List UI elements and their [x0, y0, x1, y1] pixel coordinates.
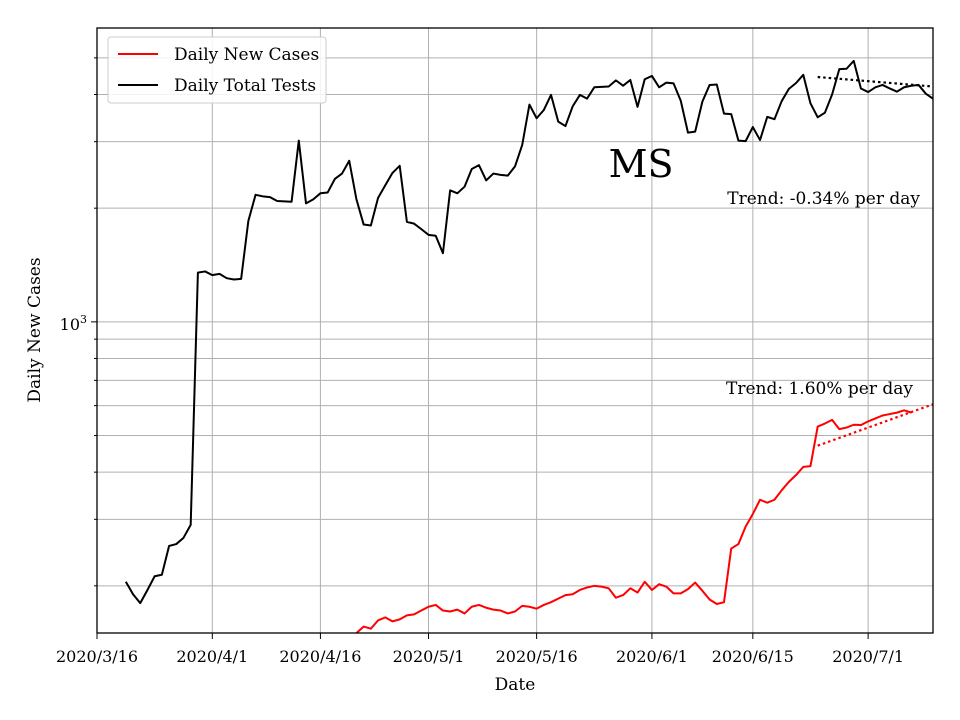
legend-box: [107, 36, 327, 104]
trend-line-cases: [817, 403, 934, 447]
trend-layer: [817, 75, 934, 447]
x-axis-label: Date: [495, 675, 536, 695]
trend-label-cases: Trend: 1.60% per day: [726, 379, 913, 399]
legend-label-cases: Daily New Cases: [174, 45, 319, 65]
x-tick-label: 2020/4/1: [176, 647, 248, 666]
y-tick-base: 10: [60, 315, 80, 334]
y-axis-label: Daily New Cases: [25, 257, 45, 402]
series-layer: [124, 59, 934, 634]
x-tick-label: 2020/7/1: [832, 647, 904, 666]
trend-label-tests: Trend: -0.34% per day: [727, 189, 920, 209]
x-tick-label: 2020/4/16: [279, 647, 361, 666]
plot-frame: [96, 27, 934, 634]
y-tick-label-1000: 103: [60, 313, 87, 334]
x-tick-label: 2020/3/16: [56, 647, 138, 666]
x-tick-label: 2020/5/1: [393, 647, 465, 666]
series-line-cases: [355, 409, 912, 634]
x-tick-label: 2020/6/15: [712, 647, 794, 666]
series-line-tests: [124, 59, 934, 605]
grid: [96, 28, 933, 633]
x-tick-label: 2020/6/1: [616, 647, 688, 666]
legend: Daily New Cases Daily Total Tests: [107, 36, 327, 104]
state-label: MS: [609, 142, 674, 186]
y-tick-exponent: 3: [80, 313, 87, 326]
legend-label-tests: Daily Total Tests: [174, 76, 316, 96]
ticks: 2020/3/16 2020/4/1 2020/4/16 2020/5/1 2020/5…: [56, 57, 904, 666]
x-tick-label: 2020/5/16: [496, 647, 578, 666]
